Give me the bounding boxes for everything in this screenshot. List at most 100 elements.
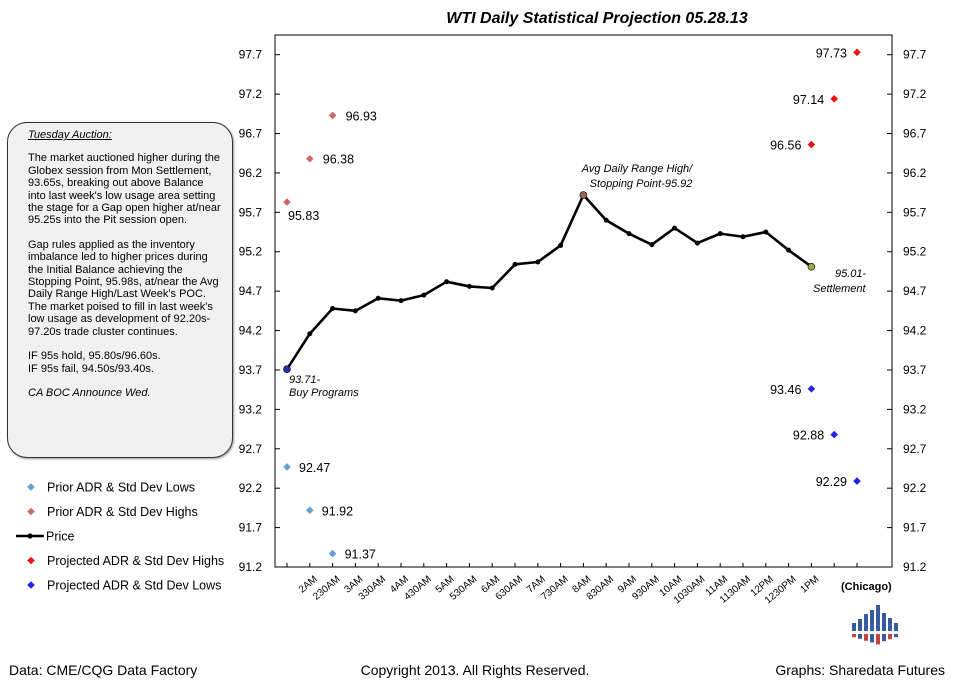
data-label: 93.46: [770, 383, 801, 397]
legend-marker: [27, 483, 35, 491]
chart-title: WTI Daily Statistical Projection 05.28.1…: [446, 10, 748, 27]
annotation-settlement: 95.01- Settlement: [813, 268, 867, 295]
prior-adr-std-dev-lows-point: [283, 463, 291, 471]
logo-bar: [864, 614, 868, 631]
y-tick-label-left: 92.2: [239, 481, 263, 495]
logo-bar-reflection: [864, 634, 868, 641]
price-point: [672, 225, 678, 231]
y-tick-label-right: 96.2: [903, 166, 927, 180]
prior-adr-std-dev-lows-point: [328, 549, 337, 558]
logo-bar: [858, 619, 862, 631]
timezone-label: (Chicago): [841, 581, 892, 593]
legend-label: Projected ADR & Std Dev Lows: [47, 579, 221, 593]
data-label: 97.14: [793, 93, 824, 107]
y-tick-label-right: 93.2: [903, 402, 927, 416]
price-point-open: [283, 365, 291, 373]
y-tick-label-left: 94.2: [239, 324, 263, 338]
y-tick-label-right: 97.7: [903, 48, 927, 62]
y-tick-label-right: 94.2: [903, 324, 927, 338]
x-tick-label: 1PM: [799, 574, 822, 596]
notes-paragraph-2: Gap rules applied as the inventory imbal…: [28, 238, 219, 338]
legend: Prior ADR & Std Dev Lows Prior ADR & Std …: [16, 481, 224, 593]
price-line: [285, 193, 813, 370]
y-tick-label-left: 95.2: [239, 245, 263, 259]
price-point: [786, 247, 792, 253]
price-point: [717, 231, 723, 237]
y-tick-label-left: 97.7: [239, 48, 263, 62]
projected-adr-std-dev-lows-point: [807, 385, 816, 393]
projected-adr-std-dev-highs-point: [807, 140, 816, 149]
logo-bar: [894, 623, 898, 631]
price-point-high: [579, 191, 588, 199]
notes-paragraph-1: The market auctioned higher during the G…: [28, 152, 221, 227]
logo-bar: [876, 605, 880, 631]
legend-marker: [27, 581, 35, 589]
y-tick-label-left: 92.7: [239, 442, 263, 456]
y-tick-label-right: 91.7: [903, 521, 927, 535]
annotation-settle-line2: Settlement: [813, 283, 867, 295]
y-tick-label-right: 95.2: [903, 245, 927, 259]
data-label: 96.93: [346, 109, 377, 123]
y-tick-label-left: 97.2: [239, 87, 263, 101]
price-point: [398, 298, 404, 304]
y-tick-label-left: 91.7: [239, 521, 263, 535]
price-point: [512, 261, 518, 267]
price-point: [626, 231, 632, 237]
price-point: [535, 259, 541, 265]
data-label: 92.29: [816, 475, 847, 489]
price-point: [603, 217, 609, 223]
legend-marker: [27, 556, 35, 565]
y-tick-label-right: 93.7: [903, 363, 927, 377]
notes-tail: CA BOC Announce Wed.: [28, 386, 151, 399]
y-tick-label-left: 96.7: [239, 127, 263, 141]
annotation-settle-line1: 95.01-: [835, 268, 867, 280]
projected-adr-std-dev-highs-point: [853, 48, 861, 57]
price-point: [694, 240, 700, 246]
y-tick-label-left: 94.7: [239, 284, 263, 298]
logo-bar-reflection: [876, 634, 880, 645]
legend-label: Projected ADR & Std Dev Highs: [47, 554, 224, 568]
logo-bar-reflection: [888, 634, 892, 640]
y-tick-label-left: 93.2: [239, 402, 263, 416]
notes-heading: Tuesday Auction:: [28, 129, 112, 141]
logo-bar-reflection: [894, 634, 898, 638]
price-point: [740, 234, 746, 240]
projected-adr-std-dev-highs-point: [830, 95, 838, 103]
price-point: [558, 242, 564, 248]
price-point: [489, 285, 495, 291]
legend-label: Prior ADR & Std Dev Highs: [47, 505, 198, 519]
data-label: 92.47: [299, 461, 330, 475]
notes-condition-1: IF 95s hold, 95.80s/96.60s.: [28, 350, 161, 363]
logo-bar-reflection: [882, 634, 886, 642]
price-point: [307, 331, 313, 337]
y-tick-label-left: 96.2: [239, 166, 263, 180]
data-label: 96.56: [770, 139, 801, 153]
logo-bar-reflection: [852, 634, 856, 638]
footer-data-source: Data: CME/CQG Data Factory: [9, 662, 197, 678]
legend-label: Price: [46, 530, 75, 544]
legend-marker-price: [27, 533, 33, 539]
notes-condition-2: IF 95s fail, 94.50s/93.40s.: [28, 362, 154, 375]
annotation-open-line2: Buy Programs: [289, 387, 359, 399]
price-point: [466, 283, 472, 289]
y-tick-label-right: 97.2: [903, 87, 927, 101]
data-label: 91.37: [345, 548, 376, 562]
logo-bar: [852, 623, 856, 631]
y-tick-label-left: 93.7: [239, 363, 263, 377]
logo-bar: [882, 613, 886, 631]
data-label: 91.92: [322, 504, 353, 518]
footer-credit: Graphs: Sharedata Futures: [775, 662, 945, 678]
data-label: 92.88: [793, 429, 824, 443]
price-point: [421, 292, 427, 298]
price-point: [649, 242, 655, 248]
footer-copyright: Copyright 2013. All Rights Reserved.: [361, 662, 590, 678]
projected-adr-std-dev-lows-point: [853, 477, 861, 485]
prior-adr-std-dev-highs-point: [306, 154, 314, 163]
annotation-high: Avg Daily Range High/ Stopping Point-95.…: [581, 163, 693, 190]
logo-bar-reflection: [858, 634, 862, 639]
y-tick-label-right: 95.7: [903, 205, 927, 219]
prior-adr-std-dev-lows-point: [306, 506, 314, 515]
data-label: 97.73: [816, 46, 847, 60]
logo-bar: [870, 610, 874, 631]
